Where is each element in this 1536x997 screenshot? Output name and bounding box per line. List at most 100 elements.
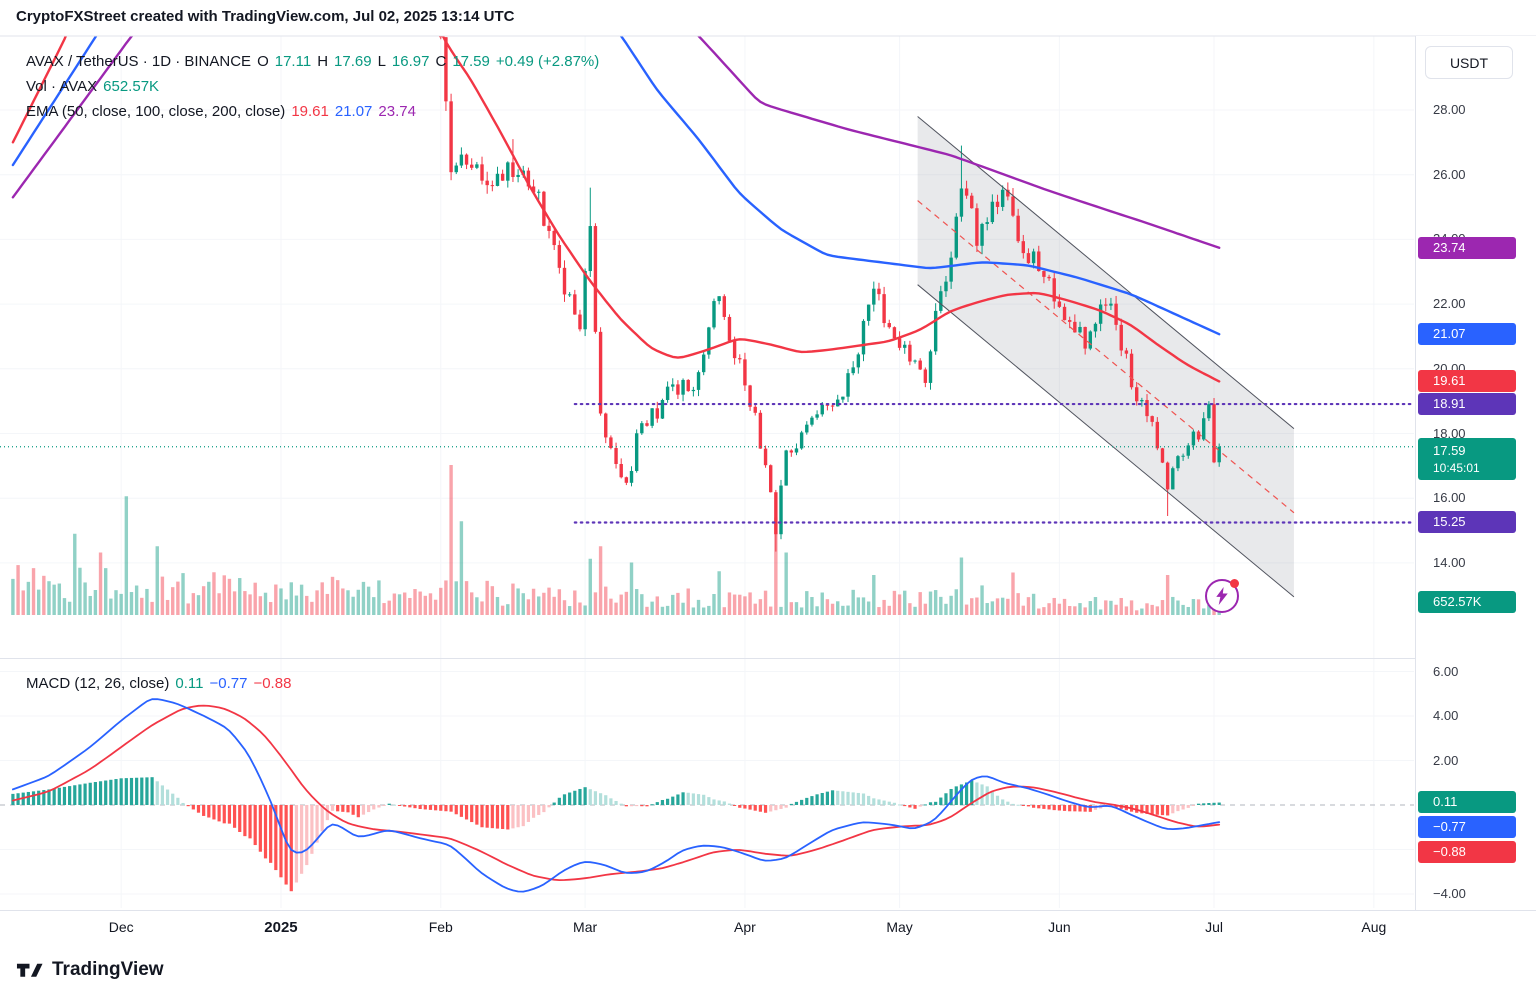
candle-body [1047,276,1051,279]
volume-bar [799,607,804,615]
candle-body [851,367,855,374]
macd-histogram-bar [1062,805,1067,811]
candle-body [526,170,531,187]
time-axis-label: Apr [734,919,756,935]
tradingview-link[interactable]: TradingView [16,956,164,983]
candle-body [1083,326,1087,349]
macd-histogram-bar [887,801,891,805]
volume-bar [150,601,154,615]
macd-histogram-bar [872,798,876,805]
candle-body [743,359,747,386]
macd-histogram-bar [748,805,752,810]
volume-bar [640,594,644,615]
volume-bar [1021,605,1025,615]
candle-body [1109,303,1113,306]
volume-bar [238,578,242,615]
candle-body [1031,251,1036,264]
flash-icon[interactable] [1205,579,1239,613]
macd-histogram-bar [1083,805,1087,812]
candle-body [645,423,649,426]
macd-histogram-bar [119,778,123,805]
time-axis[interactable]: Dec 2025 Feb Mar Apr May Jun Jul Aug [0,911,1536,945]
macd-histogram-bar [155,781,159,805]
volume-bar [810,597,814,615]
macd-histogram-bar [367,805,371,813]
macd-histogram-bar [733,805,737,806]
volume-bar [1042,607,1046,615]
candle-body [959,188,964,217]
macd-histogram-bar [717,800,721,805]
time-axis-label: Mar [573,919,598,935]
macd-histogram-bar [1078,805,1082,812]
macd-histogram-bar [212,805,216,820]
macd-histogram-bar [619,803,623,805]
volume-bar [1047,603,1051,615]
volume-bar [387,600,391,615]
volume-bar [284,599,288,615]
macd-histogram-bar [877,799,881,805]
candle-body [1016,215,1020,242]
axis-label: 28.00 [1433,102,1466,117]
macd-histogram-bar [805,797,809,805]
volume-bar [959,557,964,615]
macd-histogram-bar [413,805,417,809]
macd-histogram-bar [903,805,907,807]
volume-bar [1186,606,1190,615]
macd-histogram-bar [248,805,252,839]
candle-body [1129,353,1134,388]
volume-bar [681,602,685,615]
volume-bar [701,607,706,615]
legend-symbol-row[interactable]: AVAX / TetherUS · 1D · BINANCE O 17.11 H… [26,49,605,74]
macd-histogram-bar [934,801,938,805]
volume-bar [830,603,835,615]
macd-histogram-bar [578,788,582,805]
candle-body [547,225,551,231]
volume-bar [516,588,520,615]
candle-body [609,437,613,449]
candle-body [1006,189,1010,197]
macd-histogram-bar [408,805,412,808]
volume-bar [258,596,263,615]
volume-bar [521,593,525,615]
macd-histogram-bar [506,805,510,830]
candle-body [1062,306,1067,321]
macd-histogram-bar [1217,802,1221,805]
ema-label: EMA (50, close, 100, close, 200, close) [26,103,286,120]
volume-bar [629,562,634,615]
macd-histogram-bar [944,793,948,805]
legend-volume-row[interactable]: Vol · AVAX 652.57K [26,74,605,99]
candle-body [774,492,778,535]
candle-body [552,230,556,246]
candle-body [660,400,665,419]
candle-body [676,384,680,395]
candle-body [1155,421,1160,449]
macd-histogram-bar [1068,805,1072,812]
candle-body [985,222,989,224]
volume-bar [903,590,907,615]
candle-body [1217,446,1221,463]
macd-histogram-bar [784,805,788,808]
volume-bar [1196,599,1201,615]
currency-toggle[interactable]: USDT [1425,46,1513,79]
legend-macd-row[interactable]: MACD (12, 26, close) 0.11 −0.77 −0.88 [26,671,297,696]
volume-bar [52,584,56,615]
macd-pane [0,698,1414,893]
volume-bar [289,582,293,615]
legend-ema-row[interactable]: EMA (50, close, 100, close, 200, close) … [26,99,605,124]
volume-bar [593,592,598,615]
volume-bar [165,599,170,615]
macd-histogram-bar [196,805,201,813]
macd-histogram-bar [702,794,706,805]
volume-bar [887,605,891,615]
candle-body [908,344,912,362]
price-axis[interactable]: USDT 28.0026.0024.0022.0020.0018.0016.00… [1415,36,1536,910]
macd-histogram-bar [274,805,278,871]
volume-bar [727,592,732,615]
candle-body [500,173,505,181]
volume-bar [1067,605,1072,615]
macd-histogram-bar [222,805,226,824]
volume-bar [815,606,819,615]
macd-histogram-bar [459,805,463,817]
